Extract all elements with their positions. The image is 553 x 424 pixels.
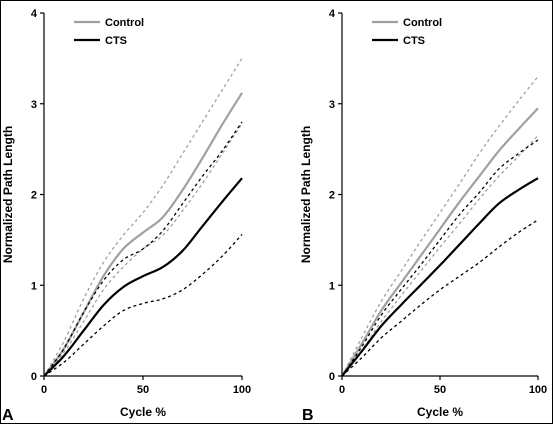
panel-label: A: [2, 407, 14, 424]
panel-label: B: [302, 407, 314, 424]
y-axis-title: Normalized Path Length: [299, 126, 313, 263]
legend-label: CTS: [403, 35, 425, 47]
y-tick-label: 3: [329, 99, 335, 111]
legend-label: CTS: [105, 35, 127, 47]
panel-b: 0 1 2 3 4 0 50 100 Cycle % Normalized Path Length…: [299, 8, 547, 424]
x-axis-title: Cycle %: [417, 405, 463, 419]
series-line-cts: [43, 177, 243, 377]
series-line-cts-sd: [341, 219, 539, 377]
y-tick-label: 4: [329, 8, 336, 20]
legend-label: Control: [403, 17, 442, 29]
y-tick-label: 4: [31, 8, 38, 20]
y-tick-label: 1: [329, 280, 335, 292]
x-tick-label: 0: [41, 384, 47, 396]
x-tick-label: 50: [137, 384, 149, 396]
series-line-control-sd: [341, 135, 539, 377]
series-line-cts-sd: [43, 233, 243, 377]
series-line-cts: [341, 177, 539, 377]
x-axis-title: Cycle %: [120, 405, 166, 419]
x-tick-label: 100: [233, 384, 251, 396]
y-tick-label: 3: [31, 99, 37, 111]
y-tick-label: 0: [329, 371, 335, 383]
panel-a: 0 1 2 3 4 0 50 100 Cycle % Normalized Path Length…: [1, 8, 251, 424]
series-line-control: [341, 107, 539, 377]
y-axis-title: Normalized Path Length: [1, 126, 15, 263]
y-tick-label: 2: [329, 190, 335, 202]
y-tick-label: 0: [31, 371, 37, 383]
series-line-cts-sd: [43, 121, 243, 377]
legend-label: Control: [105, 17, 144, 29]
series-line-cts-sd: [341, 139, 539, 377]
series-line-control-sd: [341, 76, 539, 377]
y-tick-label: 2: [31, 190, 37, 202]
y-tick-label: 1: [31, 280, 37, 292]
series-line-control-sd: [43, 123, 243, 377]
x-tick-label: 0: [339, 384, 345, 396]
series-line-control: [43, 92, 243, 377]
x-tick-label: 100: [529, 384, 547, 396]
series-line-control-sd: [43, 58, 243, 377]
x-tick-label: 50: [434, 384, 446, 396]
